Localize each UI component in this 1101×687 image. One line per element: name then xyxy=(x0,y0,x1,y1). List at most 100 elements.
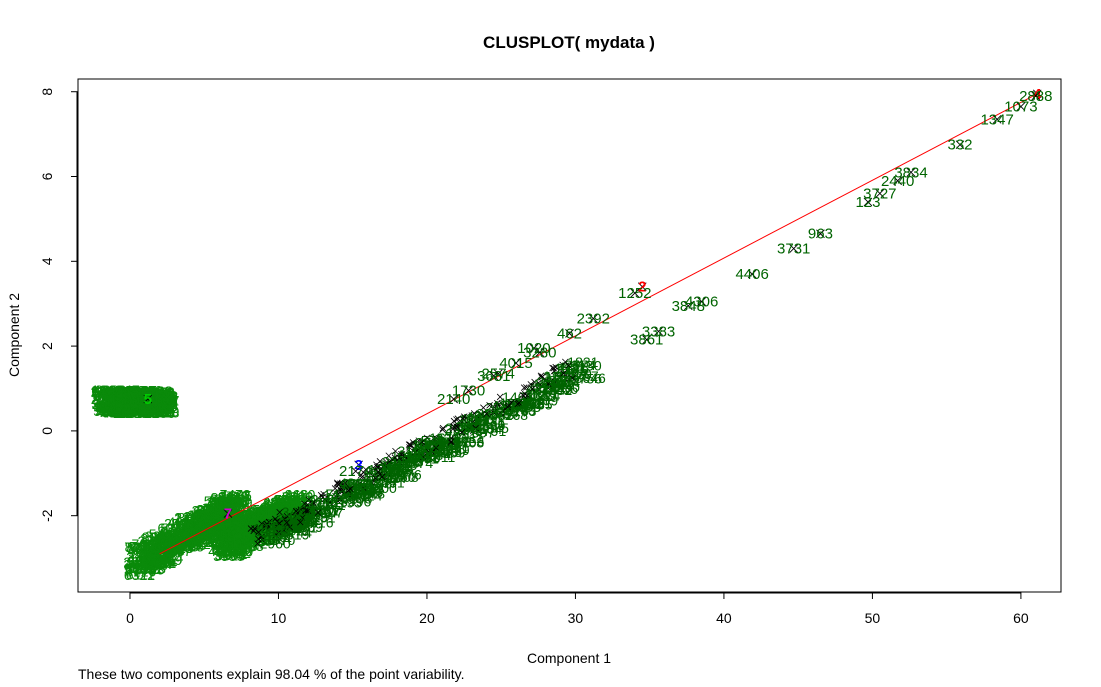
dense-point: 5680 xyxy=(105,400,136,416)
dense-point: 826 xyxy=(156,532,180,548)
point-label: 3889 xyxy=(439,442,470,458)
dense-point: 3925 xyxy=(123,557,154,573)
dense-point: 608 xyxy=(149,383,173,399)
dense-point: 8614 xyxy=(270,494,301,510)
dense-point: 2302 xyxy=(113,394,144,410)
dense-point: 8316 xyxy=(119,405,150,421)
dense-point: 3825 xyxy=(229,533,260,549)
dense-point: 6884 xyxy=(101,388,132,404)
dense-point: 6779 xyxy=(209,499,240,515)
dense-point: 2597 xyxy=(209,498,240,514)
dense-point: 7506 xyxy=(282,489,313,505)
dense-point: 7270 xyxy=(114,384,145,400)
dense-point: 5816 xyxy=(112,395,143,411)
dense-point: 3915 xyxy=(107,397,138,413)
dense-point: 5709 xyxy=(127,540,158,556)
dense-point: 7595 xyxy=(116,402,147,418)
dense-point: 8533 xyxy=(212,525,243,541)
dense-point: 7776 xyxy=(227,538,258,554)
dense-point: 3718 xyxy=(274,491,305,507)
dense-point: 7417 xyxy=(187,512,218,528)
dense-point: 3468 xyxy=(138,400,169,416)
dense-point: 2216 xyxy=(104,385,135,401)
dense-point: 5600 xyxy=(215,520,246,536)
dense-point: 3035 xyxy=(153,543,184,559)
dense-point: 8567 xyxy=(177,526,208,542)
dense-point: 7421 xyxy=(105,385,136,401)
point-marker xyxy=(537,372,545,380)
dense-point: 8818 xyxy=(143,401,174,417)
dense-point: 3961 xyxy=(263,500,294,516)
dense-point: 8364 xyxy=(127,385,158,401)
dense-point: 285 xyxy=(183,509,207,525)
dense-point: 6702 xyxy=(136,389,167,405)
labeled-point-text: 2174 xyxy=(339,463,372,480)
dense-point: 1849 xyxy=(182,511,213,527)
dense-point: 5930 xyxy=(132,392,163,408)
dense-point: 5064 xyxy=(148,395,179,411)
dense-point: 4136 xyxy=(222,506,253,522)
dense-point: 3877 xyxy=(216,541,247,557)
dense-point: 6078 xyxy=(128,558,159,574)
dense-point: 318 xyxy=(196,501,220,517)
dense-point: 3147 xyxy=(194,508,225,524)
dense-point: 8714 xyxy=(116,394,147,410)
labeled-point-text: 4406 xyxy=(735,266,768,283)
dense-point: 1731 xyxy=(146,403,177,419)
dense-point: 8189 xyxy=(125,400,156,416)
dense-point: 5700 xyxy=(145,392,176,408)
dense-point: 7618 xyxy=(107,393,138,409)
dense-point: 8154 xyxy=(249,503,280,519)
dense-point: 8831 xyxy=(253,504,284,520)
dense-point: 7729 xyxy=(218,534,249,550)
labeled-point-text: 3383 xyxy=(642,323,675,340)
dense-point: 5240 xyxy=(162,540,193,556)
dense-point: 6865 xyxy=(156,529,187,545)
dense-point: 990 xyxy=(197,506,221,522)
dense-point: 6302 xyxy=(212,524,243,540)
dense-point: 5738 xyxy=(182,529,213,545)
dense-point: 7080 xyxy=(131,536,162,552)
point-label: 2910 xyxy=(542,382,573,398)
dense-point: 8403 xyxy=(260,500,291,516)
dense-point: 8761 xyxy=(116,385,147,401)
dense-point: 5411 xyxy=(128,553,158,569)
dense-point: 5120 xyxy=(125,564,156,580)
dense-point: 5592 xyxy=(200,522,231,538)
dense-point: 2319 xyxy=(123,554,154,570)
dense-point: 5065 xyxy=(105,391,136,407)
point-marker xyxy=(435,438,442,446)
dense-point: 899 xyxy=(116,389,140,405)
dense-point: 2554 xyxy=(101,403,132,419)
dense-point: 5816 xyxy=(216,532,247,548)
labeled-point-text: 1252 xyxy=(618,285,651,302)
dense-point: 7472 xyxy=(220,487,251,503)
dense-point: 6297 xyxy=(194,521,225,537)
y-tick-label: 2 xyxy=(39,342,55,350)
point-label: 4114 xyxy=(403,446,433,462)
dense-point: 8071 xyxy=(142,529,173,545)
dense-point: 3712 xyxy=(197,502,228,518)
dense-point: 2323 xyxy=(126,560,157,576)
dense-point: 1780 xyxy=(264,494,295,510)
labeled-point-text: 462 xyxy=(557,325,582,342)
dense-point: 6474 xyxy=(145,396,176,412)
dense-point: 2530 xyxy=(164,516,195,532)
dense-point: 6220 xyxy=(216,523,247,539)
dense-point: 5349 xyxy=(177,534,208,550)
dense-point: 8093 xyxy=(205,519,236,535)
dense-point: 1482 xyxy=(95,396,126,412)
dense-point: 5083 xyxy=(217,492,248,508)
dense-point: 112 xyxy=(194,509,217,525)
dense-point: 7315 xyxy=(136,554,167,570)
dense-point: 2257 xyxy=(139,403,170,419)
dense-point: 6103 xyxy=(91,383,122,399)
dense-point: 3363 xyxy=(217,540,248,556)
dense-point: 5708 xyxy=(150,534,181,550)
point-label: 256 xyxy=(555,381,579,397)
dense-point: 6887 xyxy=(144,404,175,420)
y-tick-label: 4 xyxy=(39,257,55,265)
dense-point: 7875 xyxy=(132,398,163,414)
dense-point: 8269 xyxy=(211,537,242,553)
dense-point: 885 xyxy=(222,538,246,554)
